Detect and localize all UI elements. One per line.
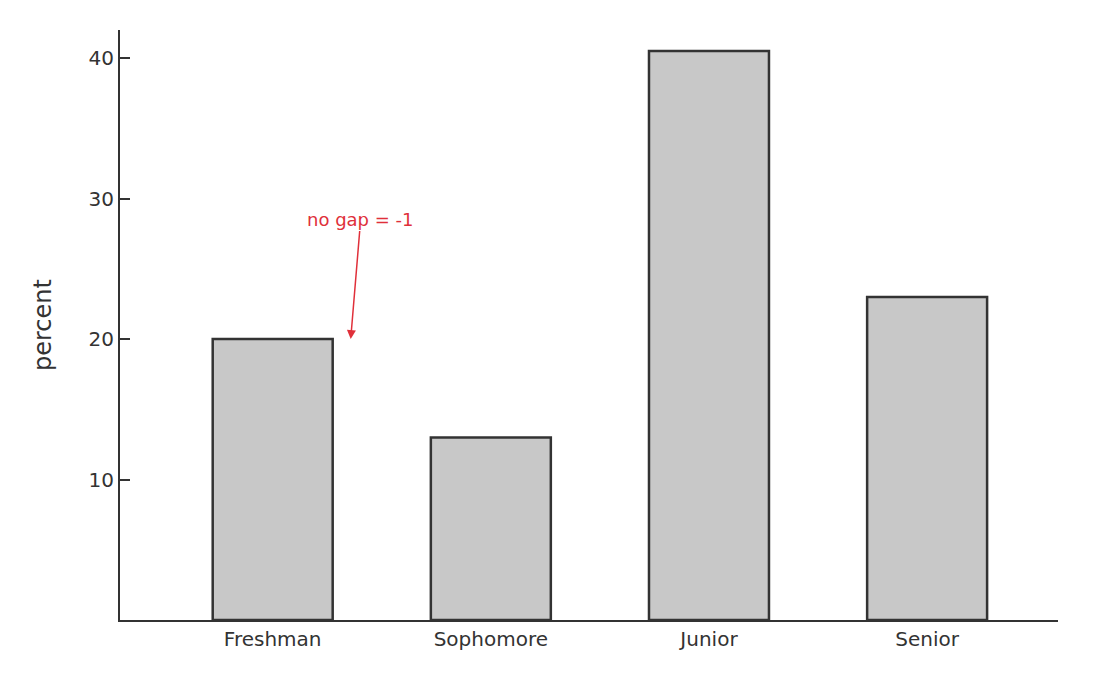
svg-text:Freshman: Freshman — [224, 627, 322, 651]
svg-text:10: 10 — [89, 468, 114, 492]
svg-text:30: 30 — [89, 187, 114, 211]
svg-text:20: 20 — [89, 327, 114, 351]
svg-text:Junior: Junior — [678, 627, 738, 651]
svg-text:Senior: Senior — [895, 627, 959, 651]
svg-text:no gap = -1: no gap = -1 — [307, 209, 414, 230]
svg-text:Sophomore: Sophomore — [434, 627, 548, 651]
svg-text:40: 40 — [89, 46, 114, 70]
svg-text:percent: percent — [29, 279, 57, 371]
